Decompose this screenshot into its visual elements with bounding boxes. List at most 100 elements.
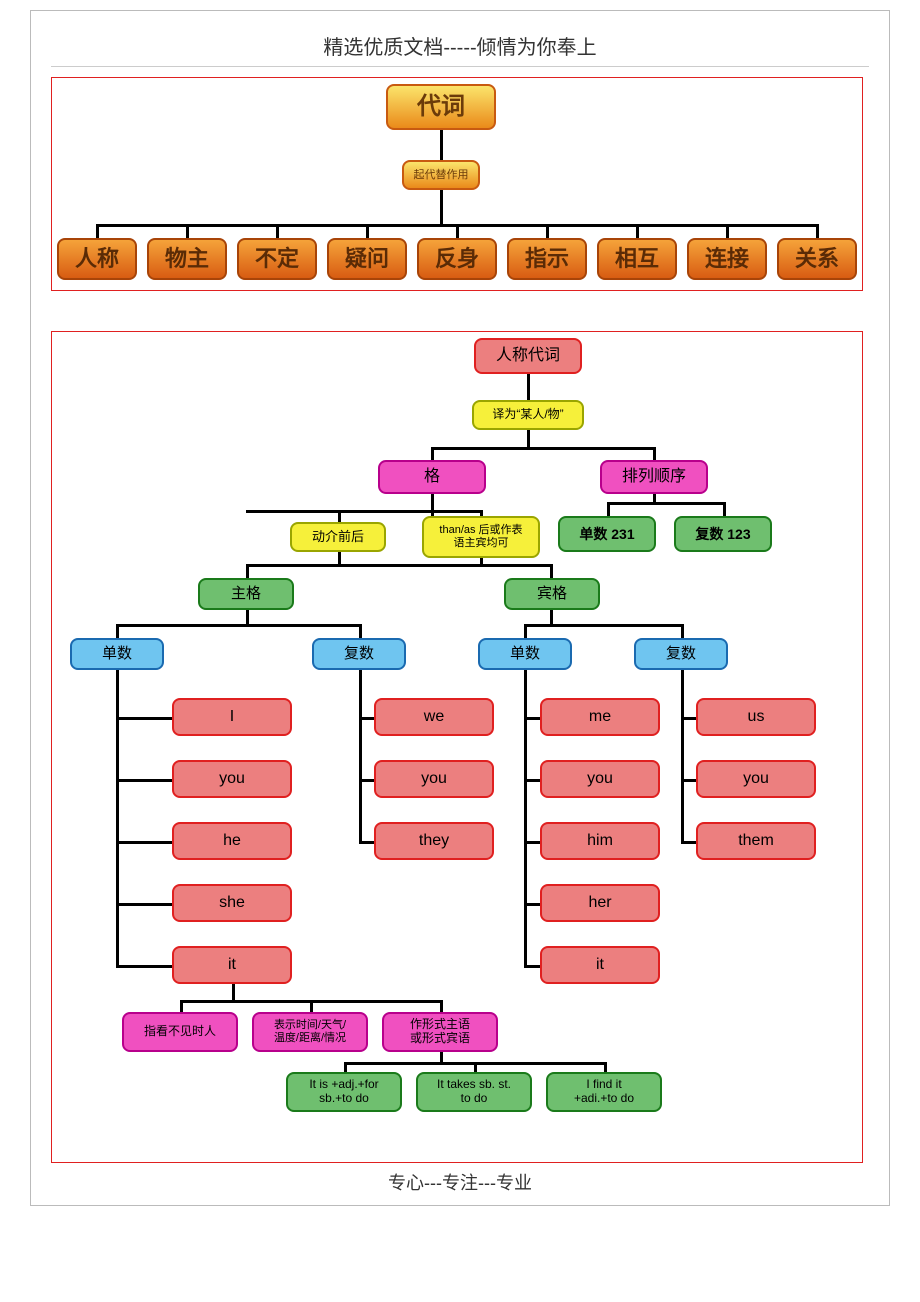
edge bbox=[359, 670, 362, 841]
edge bbox=[726, 224, 729, 238]
tree-node: you bbox=[540, 760, 660, 798]
tree-node: 复数 bbox=[634, 638, 728, 670]
edge bbox=[116, 670, 119, 965]
tree-node: It takes sb. st.to do bbox=[416, 1072, 532, 1112]
edge bbox=[310, 1000, 313, 1012]
edge bbox=[636, 224, 639, 238]
edge bbox=[431, 447, 434, 460]
edge bbox=[524, 670, 527, 965]
tree-node: 复数 123 bbox=[674, 516, 772, 552]
edge bbox=[359, 779, 374, 782]
edge bbox=[440, 1000, 443, 1012]
tree-node: you bbox=[374, 760, 494, 798]
tree-node: them bbox=[696, 822, 816, 860]
edge bbox=[456, 224, 459, 238]
tree-node: 反身 bbox=[417, 238, 497, 280]
edge bbox=[524, 717, 540, 720]
tree-node: 复数 bbox=[312, 638, 406, 670]
edge bbox=[116, 624, 119, 638]
edge bbox=[681, 624, 684, 638]
edge bbox=[232, 984, 235, 1000]
edge bbox=[474, 1062, 477, 1072]
edge bbox=[246, 564, 249, 578]
edge bbox=[681, 670, 684, 841]
edge bbox=[276, 224, 279, 238]
tree-node: 指示 bbox=[507, 238, 587, 280]
tree-node: I find it+adi.+to do bbox=[546, 1072, 662, 1112]
edge bbox=[524, 903, 540, 906]
edge bbox=[180, 1000, 183, 1012]
edge bbox=[607, 502, 723, 505]
tree-node: I bbox=[172, 698, 292, 736]
edge bbox=[186, 224, 189, 238]
tree-node: 排列顺序 bbox=[600, 460, 708, 494]
edge bbox=[480, 558, 483, 564]
edge bbox=[607, 502, 610, 516]
edge bbox=[681, 841, 696, 844]
tree-node: 动介前后 bbox=[290, 522, 386, 552]
divider bbox=[51, 66, 869, 67]
edge bbox=[653, 494, 656, 504]
edge bbox=[524, 841, 540, 844]
tree-node: 物主 bbox=[147, 238, 227, 280]
edge bbox=[440, 190, 443, 224]
edge bbox=[366, 224, 369, 238]
edge bbox=[440, 130, 443, 160]
tree-node: me bbox=[540, 698, 660, 736]
tree-node: than/as 后或作表语主宾均可 bbox=[422, 516, 540, 558]
tree-node: 主格 bbox=[198, 578, 294, 610]
edge bbox=[723, 502, 726, 516]
panel-top-tree: 代词起代替作用人称物主不定疑问反身指示相互连接关系 bbox=[51, 77, 863, 291]
edge bbox=[116, 779, 172, 782]
tree-node: they bbox=[374, 822, 494, 860]
tree-node: 宾格 bbox=[504, 578, 600, 610]
tree-node: 表示时间/天气/温度/距离/情况 bbox=[252, 1012, 368, 1052]
tree-node: she bbox=[172, 884, 292, 922]
edge bbox=[524, 779, 540, 782]
edge bbox=[431, 447, 653, 450]
tree-node: you bbox=[696, 760, 816, 798]
tree-node: 起代替作用 bbox=[402, 160, 480, 190]
edge bbox=[359, 624, 362, 638]
edge bbox=[96, 224, 99, 238]
edge bbox=[550, 564, 553, 578]
tree-node: 疑问 bbox=[327, 238, 407, 280]
edge bbox=[344, 1062, 347, 1072]
tree-node: us bbox=[696, 698, 816, 736]
tree-node: 单数 231 bbox=[558, 516, 656, 552]
edge bbox=[524, 624, 527, 638]
tree-node: he bbox=[172, 822, 292, 860]
tree-node: it bbox=[540, 946, 660, 984]
edge bbox=[246, 610, 249, 624]
edge bbox=[604, 1062, 607, 1072]
tree-node: 作形式主语或形式宾语 bbox=[382, 1012, 498, 1052]
tree-node: her bbox=[540, 884, 660, 922]
tree-node: It is +adj.+forsb.+to do bbox=[286, 1072, 402, 1112]
tree-node: 人称代词 bbox=[474, 338, 582, 374]
page-footer: 专心---专注---专业 bbox=[51, 1169, 869, 1195]
edge bbox=[681, 717, 696, 720]
tree-node: 代词 bbox=[386, 84, 496, 130]
edge bbox=[524, 965, 540, 968]
edge bbox=[116, 624, 362, 627]
tree-node: 单数 bbox=[478, 638, 572, 670]
tree-node: 关系 bbox=[777, 238, 857, 280]
tree-node: 连接 bbox=[687, 238, 767, 280]
tree-node: 单数 bbox=[70, 638, 164, 670]
edge bbox=[653, 447, 656, 460]
edge bbox=[550, 610, 553, 624]
edge bbox=[116, 903, 172, 906]
tree-node: you bbox=[172, 760, 292, 798]
tree-node: 格 bbox=[378, 460, 486, 494]
edge bbox=[816, 224, 819, 238]
edge bbox=[524, 624, 684, 627]
edge bbox=[116, 965, 172, 968]
edge bbox=[359, 717, 374, 720]
document-page: 精选优质文档-----倾情为你奉上 代词起代替作用人称物主不定疑问反身指示相互连… bbox=[30, 10, 890, 1206]
tree-node: 人称 bbox=[57, 238, 137, 280]
edge bbox=[116, 717, 172, 720]
tree-node: 指看不见时人 bbox=[122, 1012, 238, 1052]
tree-node: it bbox=[172, 946, 292, 984]
tree-node: 译为“某人/物” bbox=[472, 400, 584, 430]
edge bbox=[546, 224, 549, 238]
